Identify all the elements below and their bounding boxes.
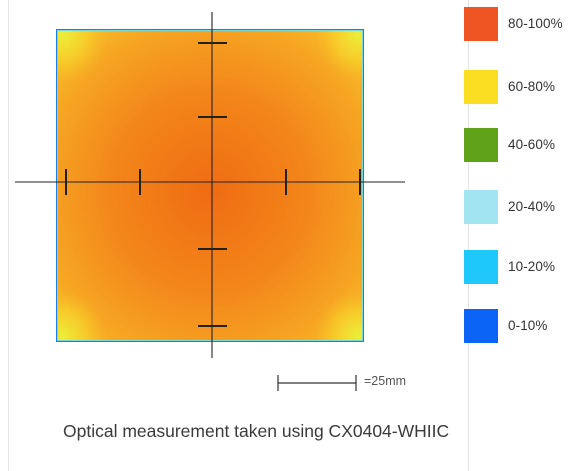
legend-swatch <box>464 70 498 104</box>
scale-bar <box>277 375 357 391</box>
legend-label: 0-10% <box>508 318 548 333</box>
corner-glow-top-left <box>58 31 108 83</box>
corner-glow-bottom-right <box>314 290 362 340</box>
legend-swatch <box>464 128 498 162</box>
legend-item-80-100: 80-100% <box>464 7 582 41</box>
legend-swatch <box>464 309 498 343</box>
caption: Optical measurement taken using CX0404-W… <box>63 421 450 441</box>
legend-label: 80-100% <box>508 16 563 31</box>
legend-swatch <box>464 250 498 284</box>
legend-swatch <box>464 190 498 224</box>
panel-intensity-fill <box>58 31 362 340</box>
light-distribution-heatmap <box>15 12 405 391</box>
legend-swatch <box>464 7 498 41</box>
legend-item-10-20: 10-20% <box>464 250 582 284</box>
legend-item-0-10: 0-10% <box>464 309 582 343</box>
legend-item-60-80: 60-80% <box>464 70 582 104</box>
scale-bar-label: =25mm <box>364 374 407 388</box>
legend-item-40-60: 40-60% <box>464 128 582 162</box>
axis-tick-marks <box>65 42 361 327</box>
legend-item-20-40: 20-40% <box>464 190 582 224</box>
crosshair-axes <box>15 12 405 358</box>
legend-label: 60-80% <box>508 79 556 94</box>
legend-label: 10-20% <box>508 259 556 274</box>
legend-label: 20-40% <box>508 199 556 214</box>
legend-divider <box>468 0 469 471</box>
corner-glow-bottom-left <box>58 290 106 340</box>
left-divider <box>8 0 9 471</box>
heatmap-panel <box>56 29 364 342</box>
corner-glow-top-right <box>316 31 362 81</box>
legend-label: 40-60% <box>508 137 556 152</box>
